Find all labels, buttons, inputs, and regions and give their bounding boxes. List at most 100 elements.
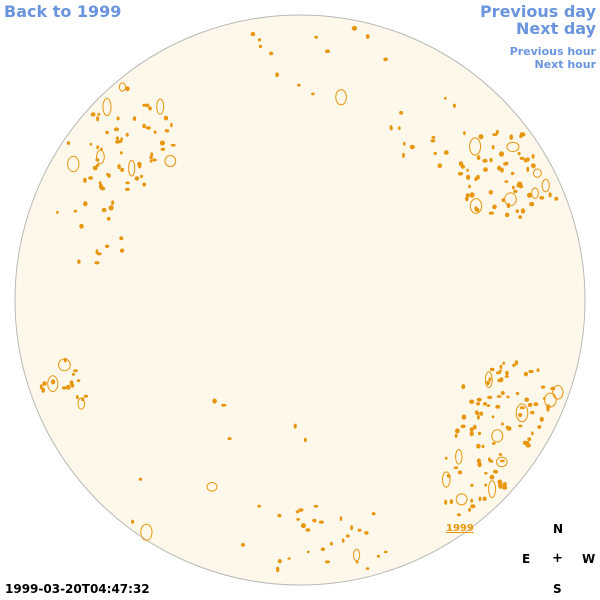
contour-mark (497, 479, 503, 485)
previous-day-link[interactable]: Previous day (479, 2, 596, 21)
contour-mark (106, 216, 111, 221)
contour-mark (460, 424, 466, 429)
contour-mark (56, 210, 59, 214)
contour-mark (142, 103, 148, 107)
contour-mark (73, 209, 78, 213)
next-day-link[interactable]: Next day (516, 19, 596, 38)
contour-mark (505, 425, 510, 430)
contour-mark (523, 371, 529, 377)
contour-mark (476, 155, 481, 160)
contour-mark (477, 414, 480, 420)
contour-mark (444, 96, 447, 100)
compass-north: N (553, 522, 564, 536)
compass-east: E (522, 552, 531, 566)
contour-mark (469, 431, 474, 437)
contour-mark (437, 163, 443, 168)
contour-mark (81, 397, 85, 402)
contour-mark (469, 198, 483, 214)
contour-mark (240, 543, 246, 547)
contour-mark (539, 196, 545, 200)
contour-mark (277, 559, 282, 564)
contour-mark (543, 397, 546, 400)
contour-mark (484, 371, 493, 389)
contour-mark (541, 178, 550, 193)
contour-mark (491, 415, 495, 419)
contour-mark (170, 122, 173, 128)
contour-mark (102, 98, 112, 116)
contour-mark (431, 136, 436, 139)
contour-mark (499, 369, 502, 373)
contour-mark (99, 187, 106, 191)
contour-mark (452, 103, 456, 108)
contour-mark (97, 112, 101, 116)
contour-mark (125, 187, 130, 191)
contour-mark (313, 504, 319, 508)
contour-mark (96, 116, 100, 122)
contour-mark (455, 428, 460, 434)
contour-mark (88, 176, 94, 180)
contour-mark (501, 422, 504, 426)
contour-mark (145, 126, 151, 130)
contour-mark (138, 477, 143, 481)
contour-mark (515, 391, 520, 396)
contour-mark (95, 249, 99, 255)
contour-mark (491, 442, 496, 445)
contour-mark (496, 395, 502, 398)
contour-mark (536, 368, 540, 373)
contour-mark (518, 412, 523, 418)
contour-mark (111, 200, 115, 206)
contour-mark (403, 141, 406, 146)
contour-mark (90, 112, 96, 117)
contour-mark (163, 115, 169, 121)
contour-mark (488, 190, 493, 195)
contour-mark (442, 471, 451, 488)
contour-mark (275, 72, 279, 78)
contour-mark (482, 402, 488, 406)
contour-mark (502, 361, 506, 365)
contour-mark (76, 395, 79, 400)
contour-mark (530, 163, 536, 169)
contour-mark (69, 380, 74, 386)
next-hour-link[interactable]: Next hour (534, 58, 597, 71)
contour-mark (444, 456, 448, 460)
contour-mark (73, 369, 78, 373)
contour-mark (502, 482, 507, 487)
contour-layer (39, 25, 564, 573)
contour-mark (376, 554, 381, 558)
contour-mark (533, 402, 539, 407)
contour-mark (489, 157, 493, 163)
contour-mark (465, 196, 469, 202)
contour-mark (500, 167, 504, 173)
contour-mark (552, 385, 564, 400)
contour-mark (221, 403, 227, 407)
contour-mark (458, 161, 464, 167)
contour-mark (355, 560, 359, 564)
previous-hour-link[interactable]: Previous hour (509, 45, 596, 58)
contour-mark (77, 397, 86, 410)
back-to-year-link[interactable]: Back to 1999 (4, 2, 122, 21)
contour-mark (469, 399, 475, 404)
contour-mark (491, 145, 495, 150)
contour-mark (305, 528, 311, 532)
contour-mark (532, 168, 542, 178)
contour-mark (357, 528, 362, 532)
contour-mark (119, 236, 124, 241)
contour-mark (306, 550, 310, 554)
contour-mark (153, 130, 157, 134)
contour-mark (475, 207, 480, 213)
contour-mark (476, 402, 481, 406)
contour-mark (120, 137, 123, 142)
contour-mark (500, 459, 505, 463)
contour-mark (128, 159, 136, 177)
contour-mark (482, 496, 487, 502)
contour-mark (506, 141, 520, 153)
contour-mark (497, 165, 502, 171)
contour-mark (518, 424, 523, 428)
contour-mark (527, 402, 533, 408)
contour-mark (469, 192, 475, 198)
contour-mark (525, 443, 531, 448)
contour-mark (98, 181, 102, 185)
year-marker-link[interactable]: 1999 (446, 523, 474, 534)
contour-mark (83, 177, 87, 183)
contour-mark (142, 123, 146, 129)
